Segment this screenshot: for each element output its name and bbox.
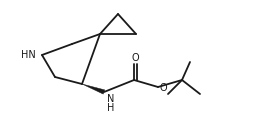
Polygon shape [82, 84, 105, 94]
Text: HN: HN [21, 50, 36, 60]
Text: O: O [159, 83, 167, 93]
Text: O: O [131, 53, 139, 63]
Text: N
H: N H [107, 94, 114, 113]
